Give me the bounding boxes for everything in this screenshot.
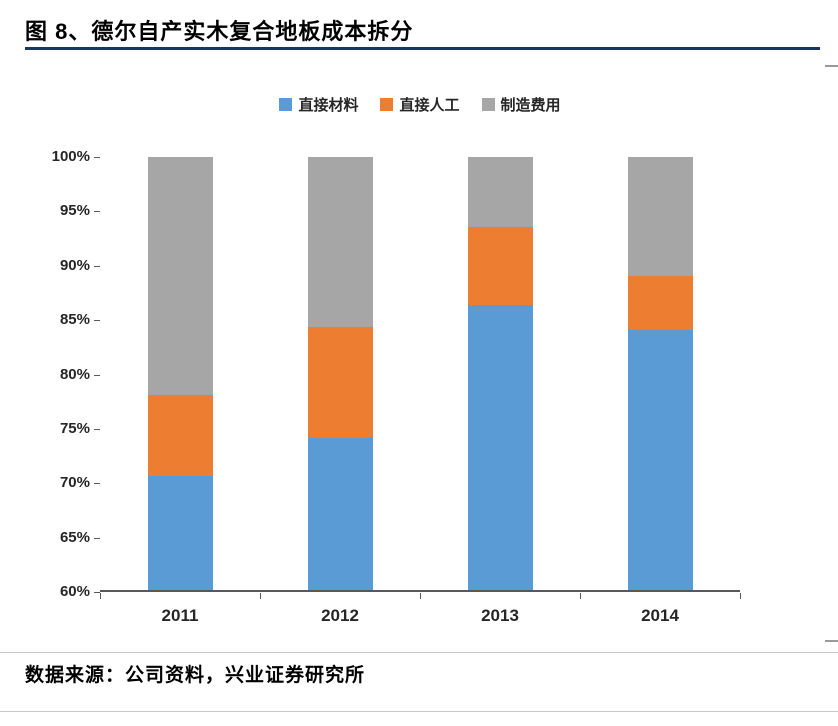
footer-divider	[0, 652, 838, 653]
x-tick-mark	[260, 593, 261, 599]
bar-slot	[100, 157, 260, 590]
x-tick-mark	[420, 593, 421, 599]
right-edge-line-bottom	[825, 640, 838, 642]
x-tick-mark	[100, 593, 101, 599]
legend-item: 直接人工	[380, 94, 460, 115]
title-underline	[25, 47, 820, 50]
y-tick-label: 80%	[59, 365, 90, 383]
y-tick-label: 75%	[59, 419, 90, 437]
bar-segment-直接人工	[627, 276, 693, 331]
legend-label: 制造费用	[500, 97, 561, 114]
y-tick-mark	[94, 537, 100, 539]
x-axis-label: 2011	[161, 606, 199, 625]
y-tick-mark	[94, 211, 100, 213]
bar-segment-直接人工	[147, 395, 213, 477]
x-axis-label: 2012	[321, 606, 359, 625]
stacked-bar-2011	[147, 157, 213, 590]
legend-swatch-icon	[380, 98, 394, 111]
y-tick-label: 85%	[59, 311, 90, 329]
x-axis-ticks	[100, 593, 741, 599]
figure-title: 图 8、德尔自产实木复合地板成本拆分	[25, 19, 414, 44]
stacked-bar-2014	[627, 157, 693, 590]
bar-segment-直接人工	[467, 227, 533, 306]
bar-segment-制造费用	[627, 157, 693, 277]
bars-container	[100, 157, 740, 590]
y-tick-mark	[94, 428, 100, 430]
y-tick-mark	[94, 320, 100, 322]
legend-swatch-icon	[279, 98, 293, 111]
legend-swatch-icon	[481, 98, 495, 111]
x-tick-mark	[740, 593, 741, 599]
y-tick-mark	[94, 265, 100, 267]
legend-item: 制造费用	[481, 94, 561, 115]
plot-area	[94, 157, 740, 593]
y-tick-mark	[94, 592, 100, 593]
bar-slot	[260, 157, 420, 590]
bottom-border	[0, 711, 838, 712]
right-edge-line-top	[825, 65, 838, 67]
bar-slot	[580, 157, 740, 590]
stacked-bar-2013	[467, 157, 533, 590]
y-tick-mark	[94, 157, 100, 158]
bar-slot	[420, 157, 580, 590]
data-source: 数据来源：公司资料，兴业证券研究所	[25, 665, 366, 686]
y-tick-label: 70%	[59, 474, 90, 492]
x-tick-mark	[580, 593, 581, 599]
x-axis-label: 2014	[641, 606, 679, 625]
y-axis: 100% 95% 90% 85% 80% 75% 70% 65% 60%	[10, 148, 90, 600]
legend-item: 直接材料	[279, 94, 358, 115]
chart-legend: 直接材料 直接人工 制造费用	[100, 94, 740, 115]
legend-label: 直接材料	[298, 97, 359, 114]
y-tick-label: 100%	[51, 148, 90, 165]
y-tick-label: 90%	[59, 256, 90, 274]
y-tick-mark	[94, 374, 100, 376]
bar-segment-制造费用	[147, 157, 213, 396]
y-tick-label: 95%	[59, 202, 90, 220]
bar-segment-直接人工	[307, 326, 373, 439]
legend-label: 直接人工	[399, 97, 460, 114]
bar-segment-制造费用	[307, 157, 373, 327]
x-axis-labels: 2011 2012 2013 2014	[100, 606, 740, 626]
y-tick-mark	[94, 483, 100, 485]
bar-segment-直接材料	[307, 438, 373, 590]
x-axis-label: 2013	[481, 606, 519, 625]
stacked-bar-2012	[307, 157, 373, 590]
bar-segment-制造费用	[467, 157, 533, 228]
bar-segment-直接材料	[627, 330, 693, 590]
bar-segment-直接材料	[467, 305, 533, 590]
y-tick-label: 60%	[59, 583, 90, 600]
bar-segment-直接材料	[147, 476, 213, 590]
y-tick-label: 65%	[59, 528, 90, 546]
